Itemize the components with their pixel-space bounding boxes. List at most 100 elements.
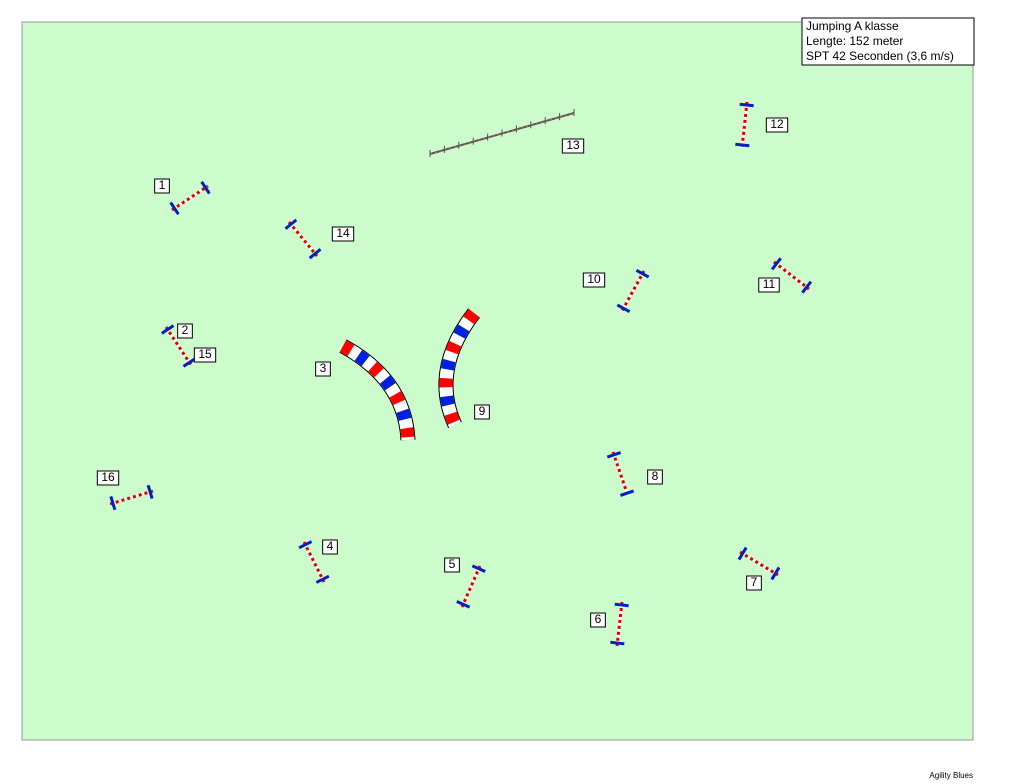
jump-wing [770,566,781,581]
jump-wing [169,201,180,215]
jump-bar-stripe [287,221,319,257]
jump-bar-stripe [739,550,779,577]
label-box [758,277,780,293]
tunnel-body [439,309,480,428]
jump-bar-stripe [109,489,154,506]
label-box [582,272,606,288]
label-text: 9 [479,404,486,418]
jump [109,484,154,511]
jump-bar-stripe [620,270,646,312]
jump-wing [146,484,154,500]
jump [616,268,650,314]
label-text: 7 [751,575,758,589]
jump-bar-stripe [611,451,630,497]
jump [456,564,486,609]
number-label: 14 [331,226,355,242]
jump-wing [801,280,813,294]
jump [160,324,197,368]
label-text: 6 [595,612,602,626]
obstacles [109,101,813,647]
jump-wing [308,248,322,260]
label-text: 1 [159,178,166,192]
footer: Agility Blues [929,771,973,780]
label-text: 8 [652,469,659,483]
jump-wing [616,303,631,314]
jump-bar-stripe [164,326,193,366]
jump-wing [109,495,117,511]
field [21,21,974,741]
jump [169,181,211,215]
info-frame [801,17,975,66]
jump-bar-stripe [171,184,209,212]
info-box: Jumping A klasse Lengte: 152 meter SPT 4… [801,17,975,66]
number-label: 6 [590,612,606,628]
number-label: 12 [765,117,789,133]
number-label: 4 [322,539,338,555]
label-box [444,557,460,573]
label-box [746,575,762,591]
label-box [647,469,663,485]
tunnel [339,339,416,441]
label-text: 10 [587,272,601,286]
info-line: SPT 42 Seconden (3,6 m/s) [806,49,954,63]
number-label: 5 [444,557,460,573]
label-text: 14 [336,226,350,240]
jump [770,257,813,294]
label-text: 4 [327,539,334,553]
label-box [154,178,170,194]
jump [606,451,635,497]
jump-wing [610,640,625,646]
jump-bar-stripe [740,101,749,149]
label-box [96,470,120,486]
label-box [322,539,338,555]
label-box [193,347,217,363]
number-label: 3 [315,361,331,377]
number-label: 15 [193,347,217,363]
jump-wing [298,540,313,550]
label-box [177,323,193,339]
jump-wing [200,181,211,195]
number-label: 2 [177,323,193,339]
number-label: 10 [582,272,606,288]
label-box [561,138,585,154]
number-label: 7 [746,575,762,591]
number-label: 9 [474,404,490,420]
tunnel-blue [339,340,415,441]
label-box [590,612,606,628]
label-box [331,226,355,242]
jump-wing [735,142,750,148]
jump-wing [619,489,635,497]
jump-wing [737,546,748,561]
jump-wing [315,574,330,584]
label-text: 3 [320,361,327,375]
jump-wing [182,357,197,368]
jump-bar-stripe [773,260,810,291]
label-text: 11 [763,277,776,291]
jump [284,218,322,260]
label-text: 16 [101,470,115,484]
number-label: 8 [647,469,663,485]
jump-wing [471,564,486,573]
jump [737,546,781,581]
jump-wing [606,451,622,459]
label-box [474,404,490,420]
number-label: 1 [154,178,170,194]
jump-wing [160,324,175,335]
label-box [765,117,789,133]
info-line: Lengte: 152 meter [806,34,903,48]
jump [298,540,330,584]
label-text: 5 [449,557,456,571]
label-text: 12 [770,117,784,131]
jump-wing [614,602,629,608]
label-text: 13 [566,138,580,152]
jump [735,101,754,149]
jump-bar-stripe [460,565,482,608]
wall [429,109,575,157]
jump [610,601,629,647]
jump-bar-stripe [615,601,624,647]
jump-wing [456,600,471,609]
number-label: 16 [96,470,120,486]
jump-wing [284,218,298,230]
